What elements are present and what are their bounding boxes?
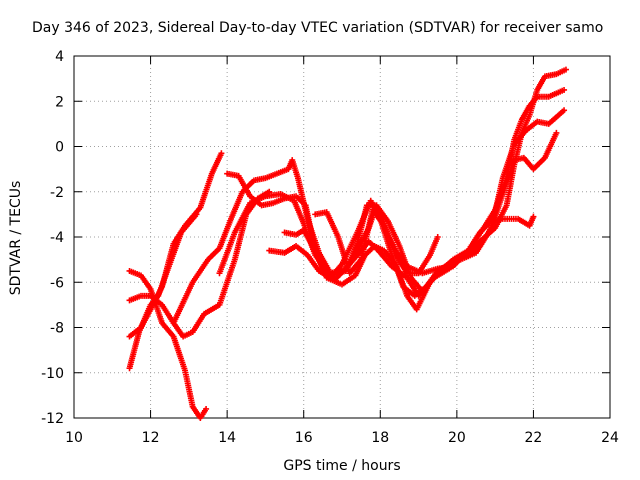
data-point: [553, 129, 560, 136]
y-axis-label: SDTVAR / TECUs: [8, 181, 24, 296]
data-point: [561, 107, 568, 114]
series-track-10: [312, 206, 537, 277]
data-point: [203, 405, 210, 412]
chart-title: Day 346 of 2023, Sidereal Day-to-day VTE…: [32, 20, 603, 36]
data-point: [562, 66, 569, 73]
series-track-5: [170, 66, 569, 326]
y-tick-label: -6: [50, 275, 64, 291]
y-tick-labels: -12 -10 -8 -6 -4 -2 0 2 4: [41, 49, 64, 427]
series-track-4: [126, 267, 210, 421]
y-tick-label: -4: [50, 230, 64, 246]
y-tick-label: 0: [55, 140, 64, 156]
x-tick-label: 16: [295, 430, 313, 446]
x-tick-label: 10: [65, 430, 83, 446]
x-tick-labels: 10 12 14 16 18 20 22 24: [65, 430, 619, 446]
x-tick-label: 18: [371, 430, 389, 446]
y-tick-label: 4: [55, 49, 64, 65]
x-axis-label: GPS time / hours: [283, 458, 400, 474]
data-series: [126, 66, 569, 421]
data-point: [434, 234, 441, 240]
x-tick-label: 14: [218, 430, 236, 446]
y-tick-label: -8: [50, 321, 64, 337]
data-point: [530, 213, 537, 220]
grid: [74, 56, 610, 418]
x-tick-label: 12: [142, 430, 160, 446]
axis-ticks: [73, 55, 611, 419]
x-tick-label: 20: [448, 430, 466, 446]
y-tick-label: -12: [41, 411, 64, 427]
data-point: [561, 86, 568, 93]
x-tick-label: 24: [601, 430, 619, 446]
y-tick-label: -2: [50, 185, 64, 201]
x-tick-label: 22: [525, 430, 543, 446]
y-tick-label: 2: [55, 94, 64, 110]
data-point: [218, 150, 225, 157]
y-tick-label: -10: [41, 366, 64, 382]
